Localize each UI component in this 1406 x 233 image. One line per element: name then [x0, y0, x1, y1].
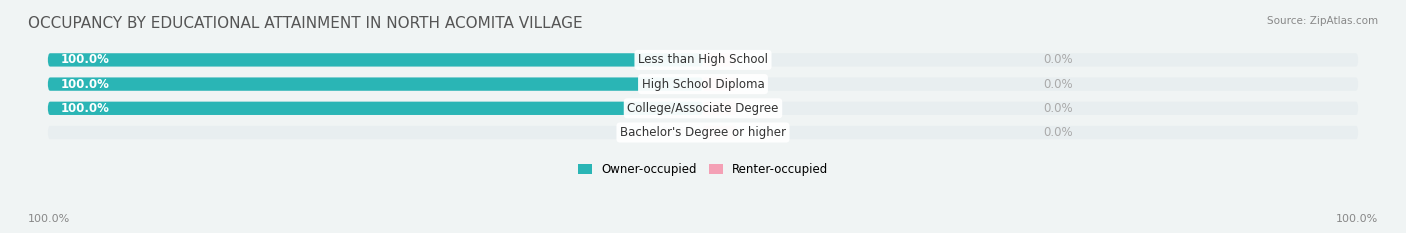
Text: 0.0%: 0.0%: [1043, 53, 1073, 66]
Text: 0.0%: 0.0%: [1043, 102, 1073, 115]
Text: College/Associate Degree: College/Associate Degree: [627, 102, 779, 115]
FancyBboxPatch shape: [703, 53, 735, 67]
Text: Bachelor's Degree or higher: Bachelor's Degree or higher: [620, 126, 786, 139]
FancyBboxPatch shape: [48, 126, 1358, 139]
Text: High School Diploma: High School Diploma: [641, 78, 765, 91]
Text: 0.0%: 0.0%: [1043, 78, 1073, 91]
FancyBboxPatch shape: [703, 126, 735, 139]
Text: 100.0%: 100.0%: [1336, 214, 1378, 224]
Text: Source: ZipAtlas.com: Source: ZipAtlas.com: [1267, 16, 1378, 26]
Text: 100.0%: 100.0%: [28, 214, 70, 224]
Text: 100.0%: 100.0%: [60, 78, 110, 91]
Text: 0.0%: 0.0%: [1043, 126, 1073, 139]
FancyBboxPatch shape: [48, 77, 1358, 91]
Text: OCCUPANCY BY EDUCATIONAL ATTAINMENT IN NORTH ACOMITA VILLAGE: OCCUPANCY BY EDUCATIONAL ATTAINMENT IN N…: [28, 16, 582, 31]
Text: 0.0%: 0.0%: [661, 126, 690, 139]
Text: 100.0%: 100.0%: [60, 53, 110, 66]
Text: Less than High School: Less than High School: [638, 53, 768, 66]
FancyBboxPatch shape: [703, 77, 735, 91]
FancyBboxPatch shape: [48, 53, 1358, 67]
Text: 100.0%: 100.0%: [60, 102, 110, 115]
FancyBboxPatch shape: [48, 102, 1358, 115]
FancyBboxPatch shape: [703, 102, 735, 115]
FancyBboxPatch shape: [48, 53, 703, 67]
FancyBboxPatch shape: [48, 102, 703, 115]
FancyBboxPatch shape: [48, 77, 703, 91]
Legend: Owner-occupied, Renter-occupied: Owner-occupied, Renter-occupied: [572, 158, 834, 181]
